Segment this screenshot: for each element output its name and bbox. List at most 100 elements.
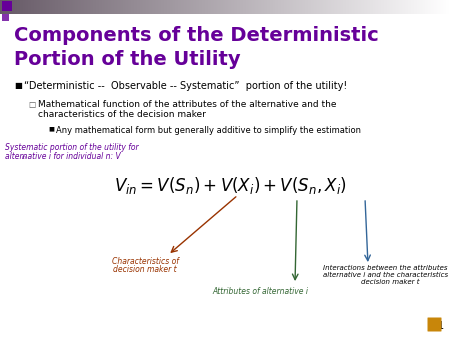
Bar [117,0,118,14]
Bar [301,0,302,14]
Bar [82,0,83,14]
Bar [430,0,431,14]
Bar [119,0,120,14]
Bar [446,0,447,14]
Bar [333,0,334,14]
Bar [102,0,103,14]
Bar [424,0,425,14]
Bar [186,0,187,14]
Bar [331,0,332,14]
Bar [1,0,2,14]
Bar [375,0,376,14]
Bar [189,0,190,14]
Bar [416,0,417,14]
Bar [397,0,398,14]
Bar [413,0,414,14]
Bar [443,0,444,14]
Bar [62,0,63,14]
Bar [307,0,308,14]
Bar [168,0,169,14]
Bar [38,0,39,14]
Bar [135,0,136,14]
Bar [283,0,284,14]
Bar [165,0,166,14]
Bar [208,0,209,14]
Bar [134,0,135,14]
Bar [290,0,291,14]
Bar [143,0,144,14]
Bar [384,0,385,14]
Bar [17,0,18,14]
Bar [87,0,88,14]
Bar [27,0,28,14]
Bar [79,0,80,14]
Bar [417,0,418,14]
Bar [21,0,22,14]
Bar [210,0,211,14]
Bar [120,0,121,14]
Bar [217,0,218,14]
Bar [352,0,353,14]
Bar [359,0,360,14]
Bar [167,0,168,14]
Bar [146,0,147,14]
Bar [180,0,181,14]
Bar [339,0,340,14]
Bar [292,0,293,14]
Bar [162,0,163,14]
Bar [195,0,196,14]
Bar [255,0,256,14]
Bar [351,0,352,14]
Bar [212,0,213,14]
Bar [223,0,224,14]
Bar [226,0,227,14]
Bar [2,0,3,14]
Bar [247,0,248,14]
Bar [127,0,128,14]
Bar [300,0,301,14]
Bar [347,0,348,14]
Bar [86,0,87,14]
Text: alternative i for individual n: V: alternative i for individual n: V [5,152,121,161]
Bar [276,0,277,14]
Bar [183,0,184,14]
Bar [232,0,233,14]
Bar [319,0,320,14]
Bar [193,0,194,14]
Bar [354,0,355,14]
Bar [330,0,331,14]
Bar [395,0,396,14]
Bar [431,0,432,14]
Bar [423,0,424,14]
Bar [178,0,179,14]
Bar [169,0,170,14]
Bar [188,0,189,14]
Bar [382,0,383,14]
Bar [258,0,259,14]
Bar [353,0,354,14]
Bar [377,0,378,14]
Bar [32,0,33,14]
Bar [130,0,131,14]
Bar [140,0,141,14]
Bar [253,0,254,14]
Text: 1: 1 [438,321,444,331]
Bar [439,0,440,14]
Text: in: in [22,155,27,160]
Bar [414,0,415,14]
Bar [110,0,111,14]
Bar [151,0,152,14]
Bar [30,0,31,14]
Bar [404,0,405,14]
Bar [187,0,188,14]
Bar [246,0,247,14]
Bar [279,0,280,14]
Bar [355,0,356,14]
Bar [267,0,268,14]
Bar [98,0,99,14]
Bar [364,0,365,14]
Bar [394,0,395,14]
Bar [365,0,366,14]
Bar [244,0,245,14]
Bar [230,0,231,14]
